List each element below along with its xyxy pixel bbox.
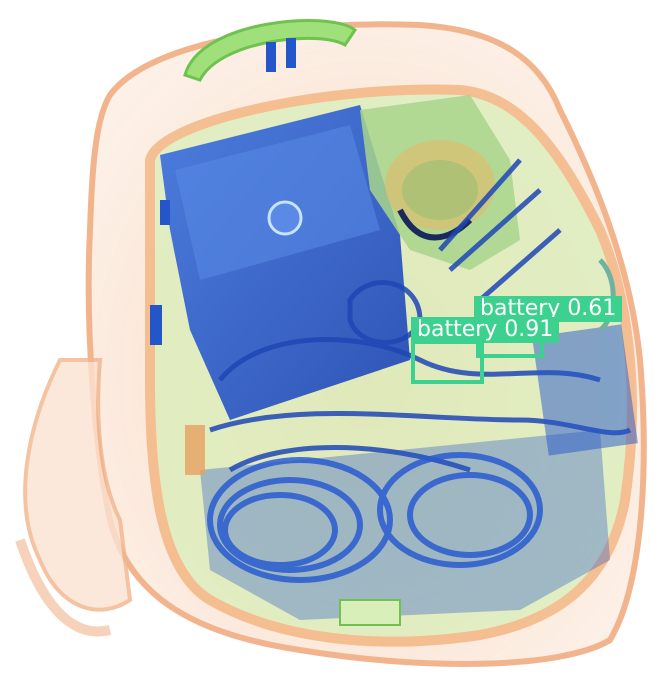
detection-score-text: 0.61 <box>567 296 617 321</box>
strap-end <box>15 538 112 637</box>
zipper-pull <box>286 38 296 68</box>
zipper-pull <box>266 42 276 72</box>
detection-box-battery-091 <box>411 340 484 384</box>
detection-label-text: battery <box>480 296 561 321</box>
shoulder-strap <box>23 358 133 612</box>
coiled-cable <box>207 452 543 583</box>
detection-label-text: battery <box>417 317 498 342</box>
laptop-fan <box>267 200 303 236</box>
detection-label-battery-091: battery 0.91 <box>411 317 560 343</box>
detection-score-text: 0.91 <box>504 317 554 342</box>
top-handle <box>183 19 358 82</box>
